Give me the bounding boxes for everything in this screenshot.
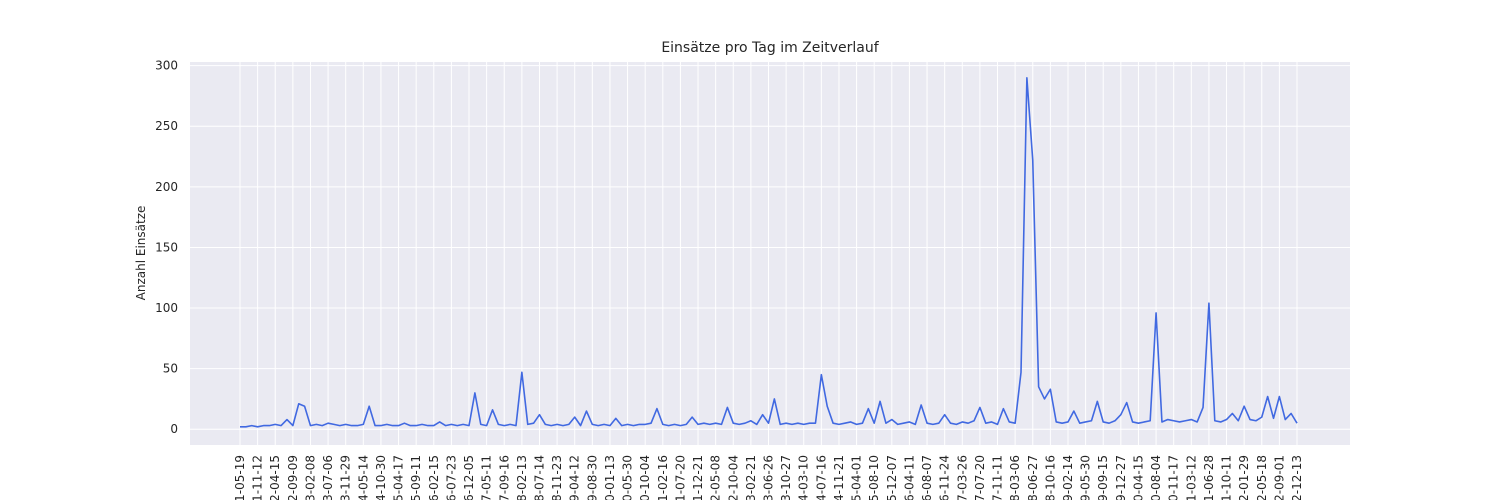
x-tick-label: 2-10-04 — [726, 455, 740, 500]
x-tick-label: 3-10-27 — [779, 455, 793, 500]
x-tick-label: 7-05-11 — [480, 455, 494, 500]
x-tick-label: 5-08-10 — [867, 455, 881, 500]
x-tick-label: 7-07-20 — [973, 455, 987, 500]
plot-area — [190, 62, 1350, 445]
x-tick-label: 6-02-15 — [427, 455, 441, 500]
x-tick-label: 2-04-15 — [268, 455, 282, 500]
y-tick-label: 100 — [155, 301, 178, 315]
y-tick-label: 50 — [163, 362, 178, 376]
x-tick-label: 8-02-13 — [515, 455, 529, 500]
x-tick-label: 6-12-05 — [462, 455, 476, 500]
x-tick-label: 1-05-19 — [233, 455, 247, 500]
x-tick-label: 2-09-01 — [1272, 455, 1286, 500]
x-tick-label: 9-05-30 — [1079, 455, 1093, 500]
x-tick-label: 4-03-10 — [797, 455, 811, 500]
x-tick-label: 0-05-30 — [621, 455, 635, 500]
x-tick-label: 2-12-13 — [1290, 455, 1304, 500]
x-tick-label: 2-05-18 — [1255, 455, 1269, 500]
x-tick-label: 7-09-16 — [497, 455, 511, 500]
x-tick-label: 1-02-16 — [656, 455, 670, 500]
chart-title: Einsätze pro Tag im Zeitverlauf — [661, 40, 879, 56]
x-tick-label: 6-11-24 — [938, 455, 952, 500]
x-tick-label: 9-08-30 — [585, 455, 599, 500]
x-tick-label: 9-04-12 — [568, 455, 582, 500]
x-tick-label: 8-06-27 — [1026, 455, 1040, 500]
y-axis-label: Anzahl Einsätze — [134, 206, 148, 301]
data-line — [240, 76, 1298, 428]
x-tick-label: 3-07-06 — [321, 455, 335, 500]
x-tick-label: 8-03-06 — [1008, 455, 1022, 500]
x-tick-label: 1-07-20 — [673, 455, 687, 500]
x-tick-label: 4-11-21 — [832, 455, 846, 500]
x-tick-label: 7-11-11 — [991, 455, 1005, 500]
x-tick-label: 1-11-12 — [251, 455, 265, 500]
x-tick-label: 5-09-11 — [409, 455, 423, 500]
x-tick-label: 6-04-11 — [902, 455, 916, 500]
x-tick-label: 6-07-23 — [444, 455, 458, 500]
x-tick-label: 8-11-23 — [550, 455, 564, 500]
x-tick-label: 0-10-04 — [638, 455, 652, 500]
y-tick-label: 0 — [170, 422, 178, 436]
x-tick-label: 0-01-13 — [603, 455, 617, 500]
x-tick-label: 4-10-30 — [374, 455, 388, 500]
x-tick-label: 4-05-14 — [356, 455, 370, 500]
y-tick-label: 300 — [155, 59, 178, 73]
x-tick-label: 7-03-26 — [955, 455, 969, 500]
x-tick-label: 3-06-26 — [762, 455, 776, 500]
x-tick-label: 1-10-11 — [1220, 455, 1234, 500]
y-tick-label: 250 — [155, 119, 178, 133]
x-tick-label: 6-08-07 — [920, 455, 934, 500]
x-tick-label: 3-11-29 — [339, 455, 353, 500]
x-tick-label: 0-08-04 — [1149, 455, 1163, 500]
x-tick-label: 5-04-01 — [850, 455, 864, 500]
y-tick-label: 200 — [155, 180, 178, 194]
x-tick-label: 5-04-17 — [392, 455, 406, 500]
x-tick-label: 9-12-27 — [1114, 455, 1128, 500]
x-tick-label: 5-12-07 — [885, 455, 899, 500]
x-tick-label: 2-01-29 — [1237, 455, 1251, 500]
x-tick-label: 2-09-09 — [286, 455, 300, 500]
x-tick-label: 2-05-08 — [709, 455, 723, 500]
x-tick-label: 9-09-15 — [1096, 455, 1110, 500]
x-tick-label: 4-07-16 — [814, 455, 828, 500]
x-tick-label: 3-02-08 — [303, 455, 317, 500]
x-tick-label: 9-02-14 — [1061, 455, 1075, 500]
x-tick-label: 8-10-16 — [1043, 455, 1057, 500]
x-tick-label: 1-06-28 — [1202, 455, 1216, 500]
x-tick-label: 8-07-14 — [532, 455, 546, 500]
x-tick-label: 1-03-12 — [1184, 455, 1198, 500]
x-tick-label: 3-02-21 — [744, 455, 758, 500]
x-tick-label: 0-11-17 — [1167, 455, 1181, 500]
y-tick-label: 150 — [155, 240, 178, 254]
x-tick-label: 0-04-15 — [1131, 455, 1145, 500]
x-tick-label: 1-12-21 — [691, 455, 705, 500]
